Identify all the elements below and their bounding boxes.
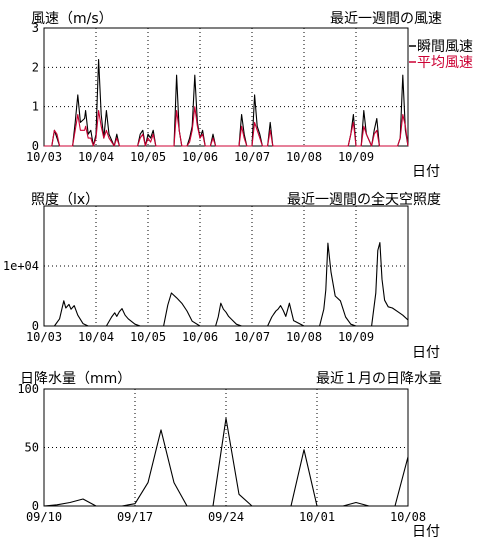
illuminance-x-tick-label: 10/04 [78, 330, 114, 344]
illuminance-x-ticks: 10/03 10/04 10/05 10/06 10/07 10/08 10/09 [26, 330, 374, 344]
wind-chart-title: 最近一週間の風速 [330, 11, 442, 27]
wind-x-tick-label: 10/08 [286, 150, 322, 164]
wind-legend: 瞬間風速 平均風速 [409, 39, 473, 71]
wind-x-tick-label: 10/05 [130, 150, 166, 164]
wind-plot-frame [43, 27, 409, 147]
precipitation-x-tick-label: 09/10 [26, 510, 62, 524]
illuminance-chart-title: 最近一週間の全天空照度 [287, 191, 441, 208]
precipitation-x-axis-label: 日付 [412, 524, 440, 540]
wind-x-axis-label: 日付 [412, 164, 440, 180]
precipitation-x-ticks: 09/10 09/17 09/24 10/01 10/08 [26, 510, 426, 524]
wind-y-axis-label: 風速（m/s） [31, 11, 113, 27]
wind-y-tick-label: 2 [32, 60, 39, 74]
wind-speed-chart: 0 1 2 3 10/03 10/04 10/05 10/06 10/07 10/08 10/09… [26, 11, 473, 180]
precipitation-x-tick-label: 10/01 [299, 510, 335, 524]
precipitation-series [43, 417, 409, 507]
wind-y-tick-label: 3 [32, 21, 39, 35]
illuminance-x-tick-label: 10/08 [286, 330, 322, 344]
wind-x-tick-label: 10/06 [182, 150, 218, 164]
wind-x-tick-label: 10/07 [234, 150, 270, 164]
illuminance-y-tick-label: 0 [32, 319, 39, 333]
precipitation-x-tick-label: 10/08 [390, 510, 426, 524]
wind-series [44, 58, 409, 147]
legend-label-gust: 瞬間風速 [417, 39, 473, 55]
precipitation-y-tick-label: 50 [25, 441, 39, 455]
wind-y-ticks: 0 1 2 3 [32, 21, 39, 153]
precipitation-grid [44, 388, 409, 506]
illuminance-x-tick-label: 10/05 [130, 330, 166, 344]
precipitation-y-tick-label: 100 [17, 382, 39, 396]
wind-x-tick-label: 10/04 [78, 150, 114, 164]
precipitation-x-tick-label: 09/17 [117, 510, 153, 524]
illuminance-series-line-1 [44, 242, 409, 327]
illuminance-series [44, 242, 409, 327]
illuminance-y-ticks: 0 1e+04 [3, 259, 39, 333]
illuminance-grid [44, 206, 409, 326]
wind-y-tick-label: 1 [32, 100, 39, 114]
precipitation-chart: 0 50 100 09/10 09/17 09/24 10/01 10/08 日降水量（mm… [17, 371, 442, 540]
precipitation-series-line-1 [43, 417, 409, 507]
precipitation-x-tick-label: 09/24 [208, 510, 244, 524]
precipitation-y-ticks: 0 50 100 [17, 382, 39, 513]
illuminance-y-axis-label: 照度（lx） [31, 192, 99, 208]
illuminance-chart: 01e+04 10/03 10/04 10/05 10/06 10/07 10/08 10/… [3, 191, 441, 361]
wind-series-line-2 [44, 106, 409, 147]
illuminance-plot-frame [43, 205, 409, 327]
wind-grid [44, 27, 409, 146]
legend-label-average: 平均風速 [417, 55, 473, 71]
wind-x-ticks: 10/03 10/04 10/05 10/06 10/07 10/08 10/09 [26, 150, 374, 164]
illuminance-x-tick-label: 10/03 [26, 330, 62, 344]
wind-series-line-1 [44, 58, 409, 147]
wind-x-tick-label: 10/03 [26, 150, 62, 164]
wind-x-tick-label: 10/09 [338, 150, 374, 164]
precipitation-plot-frame [43, 388, 409, 507]
illuminance-x-tick-label: 10/06 [182, 330, 218, 344]
precipitation-y-tick-label: 0 [32, 499, 39, 513]
illuminance-x-axis-label: 日付 [412, 345, 440, 361]
wind-y-tick-label: 0 [32, 139, 39, 153]
illuminance-x-tick-label: 10/07 [234, 330, 270, 344]
illuminance-x-tick-label: 10/09 [338, 330, 374, 344]
precipitation-chart-title: 最近１月の日降水量 [316, 371, 442, 387]
illuminance-y-tick-label: 1e+04 [3, 259, 39, 273]
precipitation-y-axis-label: 日降水量（mm） [20, 371, 131, 387]
